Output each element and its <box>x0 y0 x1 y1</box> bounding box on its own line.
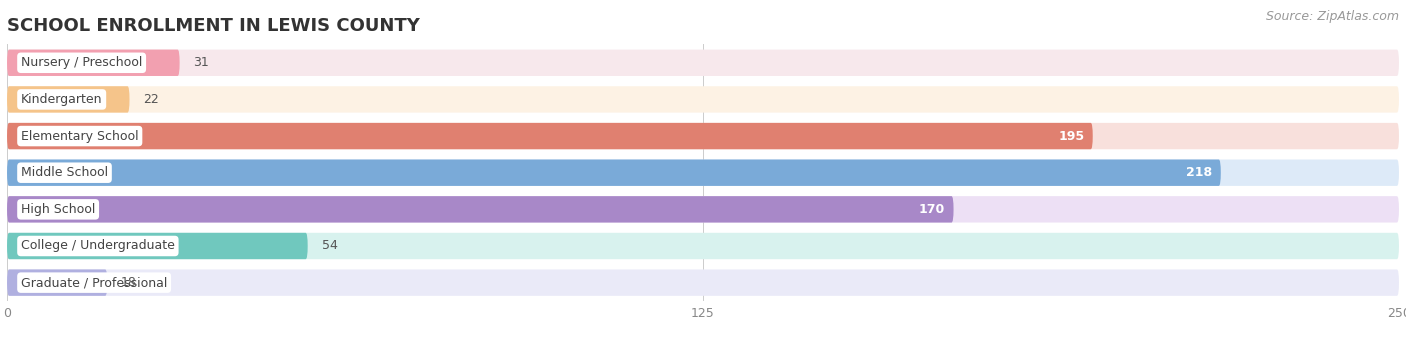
FancyBboxPatch shape <box>7 123 1399 149</box>
Text: 195: 195 <box>1059 130 1084 143</box>
FancyBboxPatch shape <box>7 86 1399 113</box>
Text: Source: ZipAtlas.com: Source: ZipAtlas.com <box>1265 10 1399 23</box>
FancyBboxPatch shape <box>7 123 1092 149</box>
Text: Middle School: Middle School <box>21 166 108 179</box>
FancyBboxPatch shape <box>7 269 1399 296</box>
Text: 18: 18 <box>121 276 136 289</box>
Text: Kindergarten: Kindergarten <box>21 93 103 106</box>
Text: Elementary School: Elementary School <box>21 130 139 143</box>
FancyBboxPatch shape <box>7 196 1399 223</box>
Text: College / Undergraduate: College / Undergraduate <box>21 239 174 252</box>
FancyBboxPatch shape <box>7 50 1399 76</box>
Text: High School: High School <box>21 203 96 216</box>
Text: 218: 218 <box>1187 166 1212 179</box>
FancyBboxPatch shape <box>7 233 1399 259</box>
Text: 170: 170 <box>920 203 945 216</box>
Text: Nursery / Preschool: Nursery / Preschool <box>21 56 142 69</box>
FancyBboxPatch shape <box>7 159 1399 186</box>
FancyBboxPatch shape <box>7 196 953 223</box>
Text: 22: 22 <box>143 93 159 106</box>
Text: 31: 31 <box>194 56 209 69</box>
FancyBboxPatch shape <box>7 233 308 259</box>
FancyBboxPatch shape <box>7 50 180 76</box>
Text: 54: 54 <box>322 239 337 252</box>
FancyBboxPatch shape <box>7 159 1220 186</box>
Text: SCHOOL ENROLLMENT IN LEWIS COUNTY: SCHOOL ENROLLMENT IN LEWIS COUNTY <box>7 16 420 35</box>
FancyBboxPatch shape <box>7 86 129 113</box>
Text: Graduate / Professional: Graduate / Professional <box>21 276 167 289</box>
FancyBboxPatch shape <box>7 269 107 296</box>
